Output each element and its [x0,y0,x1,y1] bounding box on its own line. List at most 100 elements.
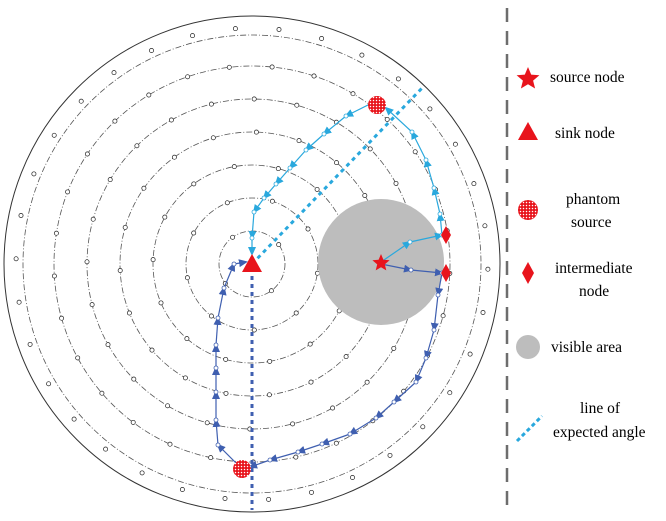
sensor-node [210,135,216,141]
path-segment [268,451,299,462]
path-segment [380,240,412,263]
network-field [3,15,501,513]
sensor-node [359,52,365,58]
legend-item-visible-area: visible area [516,335,622,359]
relay-node [231,261,237,267]
sink-node [242,254,262,272]
relay-node [249,235,255,241]
path-segment [288,149,307,170]
sensor-node [171,154,177,160]
sensor-node [51,132,57,138]
relay-node [437,211,443,217]
sensor-node [232,26,238,32]
sensor-node [190,33,195,39]
relay-node [287,165,293,171]
red-dotted-circle-icon [518,200,538,220]
sensor-node [393,180,399,186]
sensor-node [191,181,197,187]
sensor-node [78,98,84,104]
legend-item-sink-node: sink node [518,122,615,142]
outer-boundary [3,15,501,513]
relay-node [423,157,429,163]
legend-item-phantom-source: phantom source [518,191,620,231]
sensor-node [447,390,453,396]
sensor-node [182,375,188,381]
sensor-node [117,268,123,273]
sensor-node [204,420,210,426]
concentric-ring [22,34,482,494]
path-segment [415,357,427,384]
sensor-node [149,48,154,53]
source-node [372,254,390,271]
path-segment [252,197,265,214]
relay-node [413,379,419,385]
sensor-node [222,496,228,501]
path-segment [436,212,445,236]
sensor-node [84,259,90,265]
sensor-node [290,421,296,427]
path-segment [392,381,417,404]
legend-label-phantom: phantom [566,191,620,208]
sensor-node [440,313,446,319]
sensor-node [330,405,336,411]
path-segment [411,130,427,161]
sensor-node [333,440,339,446]
sensor-node [131,376,137,382]
relay-node [391,399,397,405]
relay-node [213,342,219,348]
sensor-node [275,166,281,172]
sensor-node [251,96,257,102]
gray-disc-icon [516,335,540,359]
sensor-node [149,347,155,353]
relay-node [435,292,441,298]
path-segment [430,294,439,332]
sensor-node [311,73,317,79]
relay-node [215,442,221,448]
path-segment [431,186,441,215]
relay-node [295,449,301,455]
path-segment [435,272,444,297]
sensor-node [305,226,311,232]
relay-node [273,181,279,187]
sensor-node [387,452,393,458]
sensor-node [18,213,24,218]
sensor-node [226,64,232,70]
sensor-node [165,403,171,409]
phantom-source-node [233,460,251,478]
relay-node [431,185,437,191]
sensor-node [167,441,173,447]
sensor-node [184,275,190,281]
path-segment [223,262,235,289]
legend-label-line-of: line of [580,400,621,417]
relay-node [303,147,309,153]
path-segment [262,183,277,200]
sensor-node [230,234,236,240]
key-nodes [233,96,451,478]
sensor-node [367,146,373,152]
relay-node [409,129,415,135]
path-source-to-phantom-low [248,263,445,469]
sensor-node [294,102,300,108]
sensor-node [111,70,117,76]
relay-node [251,209,257,215]
intermediate-node [441,226,451,244]
phantom-source-node [368,96,386,114]
sensor-node [208,455,214,461]
legend-label-expected-angle: expected angle [553,424,646,441]
sensor-node [99,390,105,396]
path-segment [409,232,444,243]
relay-node [261,195,267,201]
sensor-node [223,356,229,362]
relay-node [347,431,353,437]
sensor-node [251,327,257,333]
sensor-node [90,216,96,222]
path-segment [374,401,395,420]
sensor-node [362,193,368,198]
sensor-node [308,379,314,385]
sensor-node [162,214,168,220]
sensor-node [471,181,477,187]
sensor-node [253,129,259,135]
sensor-node [130,419,136,425]
sensor-node [350,91,356,97]
sensor-node [384,116,390,122]
